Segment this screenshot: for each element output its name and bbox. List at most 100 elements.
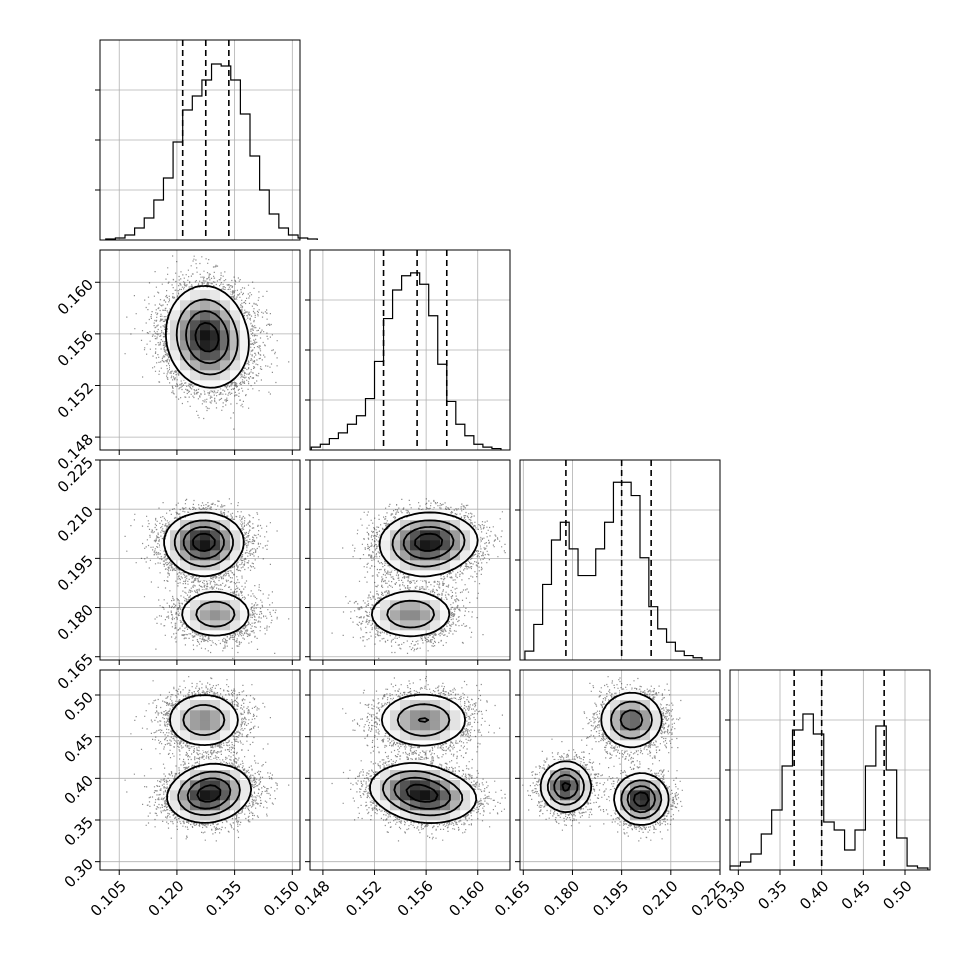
density-cell: [650, 700, 661, 711]
density-cell: [210, 330, 221, 341]
density-cell: [220, 560, 231, 571]
density-cell: [190, 540, 201, 551]
contour-line-3: [185, 310, 230, 365]
density-cell: [400, 730, 411, 741]
density-cell: [430, 520, 441, 531]
y-tick-label: 0.160: [54, 276, 97, 319]
density-cell: [170, 320, 181, 331]
density-cell: [380, 800, 391, 811]
density-cell: [210, 770, 221, 781]
density-cell: [230, 770, 241, 781]
density-cell: [190, 790, 201, 801]
density-cell: [220, 530, 231, 541]
panel-frame: [519, 459, 721, 661]
density-cell: [170, 520, 181, 531]
density-cell: [200, 710, 211, 721]
density-cell: [220, 310, 231, 321]
density-cell: [240, 320, 251, 331]
density-cell: [240, 340, 251, 351]
density-cell: [450, 800, 461, 811]
density-cell: [620, 730, 631, 741]
density-cell: [440, 530, 451, 541]
y-tick-label: 0.165: [54, 650, 97, 693]
density-cell: [630, 720, 641, 731]
density-cell: [390, 620, 401, 631]
density-cell: [410, 610, 421, 621]
density-cell: [620, 700, 631, 711]
density-cell: [210, 720, 221, 731]
density-cell: [370, 780, 381, 791]
x-tick-label: 0.210: [638, 877, 681, 920]
density-cell: [220, 790, 231, 801]
density-cell: [220, 370, 231, 381]
density-cell: [430, 550, 441, 561]
density-cell: [220, 810, 231, 821]
panel-frame: [309, 669, 511, 871]
density-cell: [220, 520, 231, 531]
density-cell: [410, 760, 421, 771]
density-cell: [240, 780, 251, 791]
density-cell: [200, 370, 211, 381]
density-cell: [220, 290, 231, 301]
density-cell: [430, 800, 441, 811]
density-cell: [220, 300, 231, 311]
density-cell: [180, 360, 191, 371]
density-cell: [400, 560, 411, 571]
y-tick-label: 0.45: [61, 730, 97, 766]
contour-line-4: [414, 532, 444, 552]
density-cell: [180, 300, 191, 311]
panel-frame: [99, 459, 301, 661]
histogram-step: [524, 481, 703, 660]
density-cell: [210, 340, 221, 351]
contour-line-4: [405, 783, 439, 803]
density-cell: [180, 310, 191, 321]
density-cell: [230, 720, 241, 731]
density-cell: [460, 550, 471, 561]
density-cell: [170, 790, 181, 801]
density-cell: [210, 300, 221, 311]
density-cell: [570, 770, 581, 781]
x-tick-label: 0.156: [394, 877, 437, 920]
density-cell: [420, 800, 431, 811]
panel-frame: [99, 249, 301, 451]
density-cell: [180, 550, 191, 561]
density-cell: [380, 780, 391, 791]
density-cell: [440, 700, 451, 711]
density-cell: [200, 610, 211, 621]
density-cell: [540, 790, 551, 801]
contour-line-1: [166, 694, 253, 824]
density-cell: [200, 600, 211, 611]
density-cell: [220, 730, 231, 741]
y-tick-label: 0.40: [61, 772, 97, 808]
density-cell: [430, 720, 441, 731]
contour-line-4: [561, 781, 650, 808]
density-cell: [660, 800, 671, 811]
density-cell: [410, 530, 421, 541]
density-cell: [640, 790, 651, 801]
density-cell: [460, 780, 471, 791]
density-cell: [470, 540, 481, 551]
density-cell: [430, 610, 441, 621]
density-cell: [210, 610, 221, 621]
panel-content: [331, 498, 506, 659]
density-cell: [200, 790, 211, 801]
density-cell: [230, 800, 241, 811]
y-tick-label: 0.50: [61, 688, 97, 724]
density-cell: [370, 790, 381, 801]
density-cell: [410, 710, 421, 721]
density-cell: [390, 730, 401, 741]
density-cell: [210, 600, 221, 611]
density-cell: [410, 800, 421, 811]
density-cell: [410, 510, 421, 521]
x-tick-label: 0.160: [445, 877, 488, 920]
density-cell: [220, 330, 231, 341]
density-cell: [180, 340, 191, 351]
density-cell: [430, 730, 441, 741]
density-cell: [220, 360, 231, 371]
density-cell: [560, 760, 571, 771]
density-cell: [450, 520, 461, 531]
density-cell: [390, 700, 401, 711]
density-cell: [210, 700, 221, 711]
density-cell: [390, 710, 401, 721]
density-cell: [420, 600, 431, 611]
